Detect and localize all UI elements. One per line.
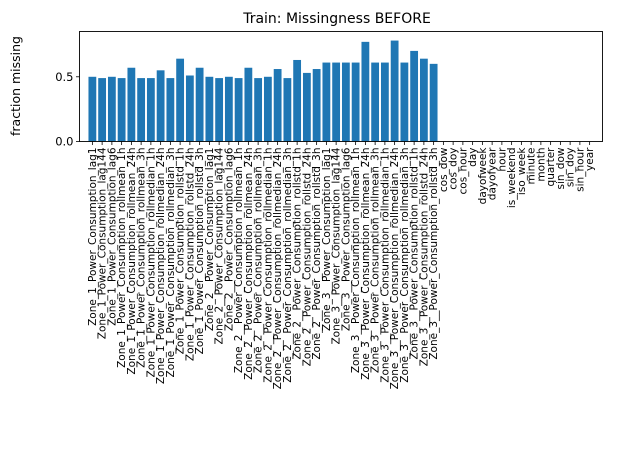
x-tick-label: year — [584, 147, 596, 171]
x-tick-label: Zone_1_Power_Consumption_rollstd_3h — [194, 148, 206, 355]
x-tick-label: Zone_2__Power_Consumption_rollmedian_3h — [282, 148, 294, 383]
x-tick-label: cos_dow — [438, 147, 450, 192]
bar — [254, 78, 263, 142]
x-tick-label: Zone_1_Power_Consumption_lag1 — [87, 148, 99, 326]
x-tick-label: Zone_2__Power_Consumption_rollmean_1h — [233, 148, 245, 374]
bar — [371, 62, 380, 142]
x-tick-label: Zone_3__Power_Consumption_rollmedian_24h — [389, 148, 401, 390]
x-tick-label: minute — [526, 148, 538, 185]
x-tick-label: sin_dow — [555, 147, 567, 189]
x-tick-label: Zone_2__Power_Consumption_lag1 — [204, 148, 216, 332]
x-tick-label: sin_hour — [574, 147, 586, 192]
bar — [117, 78, 126, 142]
x-tick-label: Zone_2__Power_Consumption_rollmedian_24h — [272, 148, 284, 390]
bar — [351, 62, 360, 142]
x-tick-label: quarter — [545, 147, 557, 187]
bar — [137, 78, 146, 142]
x-tick-label: Zone_1_Power_Consumption_rollstd_1h — [175, 148, 187, 355]
chart-title: Train: Missingness BEFORE — [242, 11, 431, 27]
x-tick-label: Zone_2__Power_Consumption_lag144 — [214, 147, 226, 344]
x-tick-label: is_weekend — [506, 148, 518, 209]
x-tick-label: Zone_3__Power_Consumption_rollmedian_3h — [399, 148, 411, 383]
bar — [215, 78, 224, 142]
y-tick-label: 0.5 — [55, 70, 73, 84]
bar — [88, 76, 97, 142]
bar — [127, 67, 136, 142]
x-tick-label: Zone_1_Power_Consumption_rollstd_24h — [184, 148, 196, 362]
x-tick-label: Zone_1_Power_Consumption_lag144 — [97, 147, 109, 339]
x-tick-label: Zone_3__Power_Consumption_rollstd_24h — [418, 148, 430, 367]
x-tick-label: Zone_2__Power_Consumption_rollmean_3h — [253, 148, 265, 374]
bar — [410, 50, 419, 142]
bar — [195, 67, 204, 142]
x-tick-label: Zone_2__Power_Consumption_rollstd_3h — [311, 148, 323, 360]
x-tick-label: dayofweek — [477, 147, 489, 205]
bar — [293, 59, 302, 142]
bar — [244, 67, 253, 142]
x-tick-label: sin_doy — [565, 148, 577, 188]
x-tick-label: hour — [496, 147, 508, 172]
x-tick-label: Zone_3__Power_Consumption_rollmean_24h — [360, 148, 372, 380]
x-tick-label: Zone_3__Power_Consumption_lag1 — [321, 148, 333, 332]
x-tick-label: Zone_1_Power_Consumption_lag6 — [106, 147, 118, 326]
y-tick-label: 0.0 — [55, 135, 73, 149]
bar — [185, 75, 194, 142]
bar — [400, 62, 409, 142]
plot-frame — [79, 31, 603, 142]
x-tick-label: Zone_3__Power_Consumption_rollmean_1h — [350, 148, 362, 374]
x-tick-label: Zone_1_Power_Consumption_rollmedian_24h — [155, 148, 167, 385]
x-tick-label: Zone_2__Power_Consumption_rollstd_1h — [292, 148, 304, 360]
x-tick-label: cos_doy — [448, 148, 460, 190]
x-ticks-group: Zone_1_Power_Consumption_lag1Zone_1_Powe… — [87, 141, 596, 390]
bar — [312, 69, 321, 142]
bar — [98, 78, 107, 142]
bar — [341, 62, 350, 142]
bar — [156, 70, 165, 142]
x-tick-label: dayofyear — [487, 147, 499, 200]
x-tick-label: iso_week — [516, 147, 528, 196]
x-tick-label: Zone_3__Power_Consumption_rollstd_1h — [409, 148, 421, 360]
bar — [322, 62, 331, 142]
y-ticks-group: 0.0 0.5 — [55, 70, 80, 149]
bar — [205, 76, 214, 142]
x-tick-label: Zone_2__Power_Consumption_lag6 — [223, 147, 235, 331]
bar — [107, 76, 116, 142]
x-tick-label: Zone_3__Power_Consumption_rollmedian_1h — [379, 148, 391, 383]
x-tick-label: Zone_2__Power_Consumption_rollmean_24h — [243, 148, 255, 380]
bar — [429, 63, 438, 142]
x-tick-label: Zone_3__Power_Consumption_lag144 — [331, 147, 343, 344]
x-tick-label: Zone_3__Power_Consumption_lag6 — [340, 147, 352, 331]
bar — [302, 72, 311, 142]
x-tick-label: day — [467, 148, 479, 167]
x-tick-label: Zone_2__Power_Consumption_rollstd_24h — [301, 148, 313, 367]
bar — [332, 62, 341, 142]
bar — [146, 78, 155, 142]
bar — [380, 62, 389, 142]
bar — [166, 78, 175, 142]
bar — [176, 58, 185, 142]
bar — [361, 41, 370, 142]
x-tick-label: Zone_1_Power_Consumption_rollmean_1h — [116, 148, 128, 368]
bar — [234, 78, 243, 142]
bars-group — [88, 40, 438, 142]
bar — [390, 40, 399, 142]
x-tick-label: Zone_1_Power_Consumption_rollmedian_3h — [165, 148, 177, 378]
x-tick-label: Zone_2__Power_Consumption_rollmedian_1h — [262, 148, 274, 383]
bar — [283, 78, 292, 142]
bar — [224, 76, 233, 142]
x-tick-label: Zone_1_Power_Consumption_rollmean_3h — [136, 148, 148, 368]
x-tick-label: month — [535, 148, 547, 182]
y-axis-label: fraction missing — [8, 36, 23, 136]
x-tick-label: cos_hour — [457, 147, 469, 195]
x-tick-label: Zone_3__Power_Consumption_rollstd_3h — [428, 148, 440, 360]
bar — [273, 69, 282, 142]
bar — [419, 58, 428, 142]
x-tick-label: Zone_1_Power_Consumption_rollmedian_1h — [145, 148, 157, 378]
x-tick-label: Zone_1_Power_Consumption_rollmean_24h — [126, 148, 138, 375]
bar — [263, 76, 272, 142]
x-tick-label: Zone_3__Power_Consumption_rollmean_3h — [370, 148, 382, 374]
